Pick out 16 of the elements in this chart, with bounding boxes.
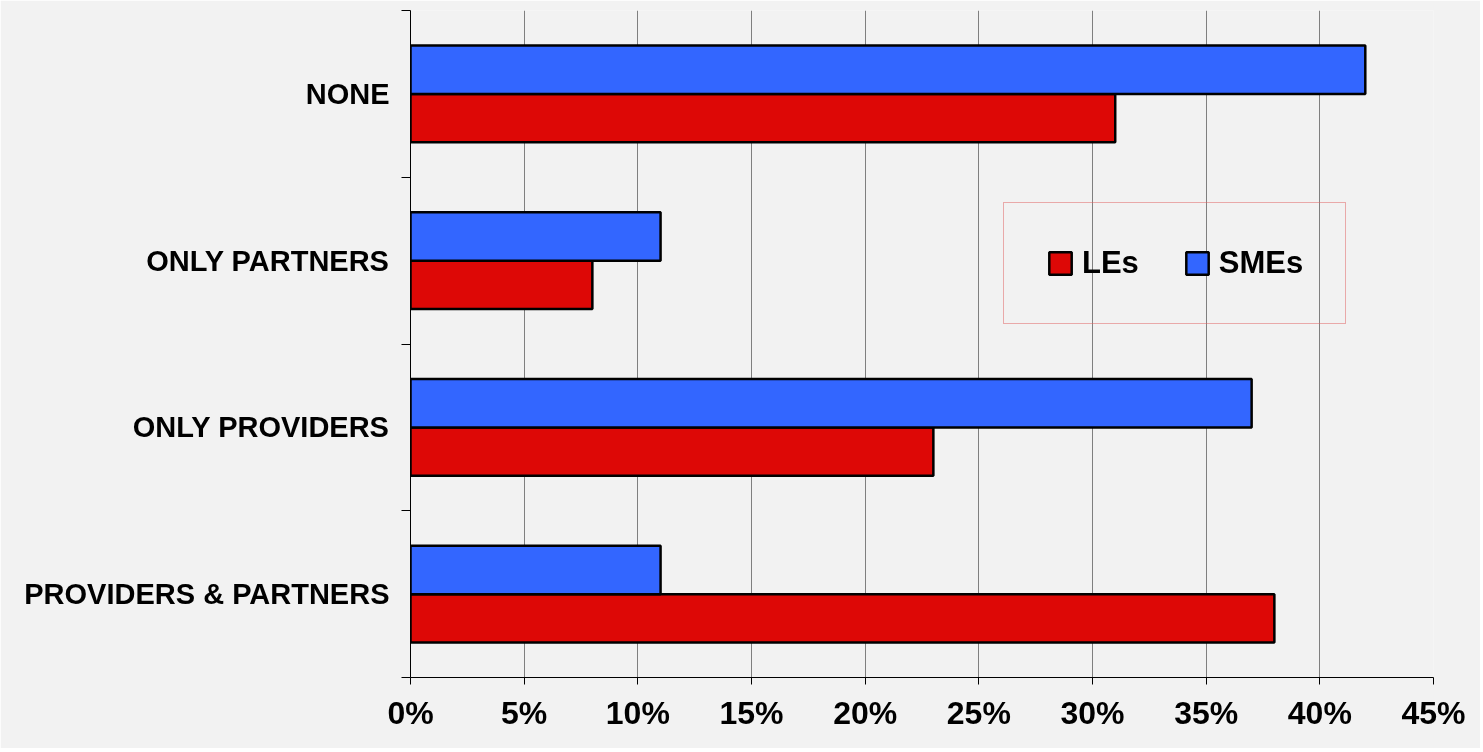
x-tick-label: 15% [719, 694, 784, 731]
x-tick-label: 35% [1174, 694, 1239, 731]
y-tick-label: ONLY PROVIDERS [132, 411, 389, 444]
x-tick-label: 20% [833, 694, 898, 731]
x-tick-label: 45% [1401, 694, 1466, 731]
x-tick-label: 10% [605, 694, 670, 731]
y-tick-label: NONE [305, 77, 390, 110]
y-tick-label: PROVIDERS & PARTNERS [24, 578, 390, 611]
x-tick-label: 0% [387, 694, 434, 731]
legend-label: SMEs [1218, 245, 1304, 281]
y-tick-label: ONLY PARTNERS [146, 244, 389, 277]
legend-label: LEs [1082, 245, 1139, 281]
x-tick-label: 25% [946, 694, 1011, 731]
x-tick-label: 40% [1287, 694, 1352, 731]
x-tick-label: 5% [501, 694, 548, 731]
x-tick-label: 30% [1060, 694, 1125, 731]
